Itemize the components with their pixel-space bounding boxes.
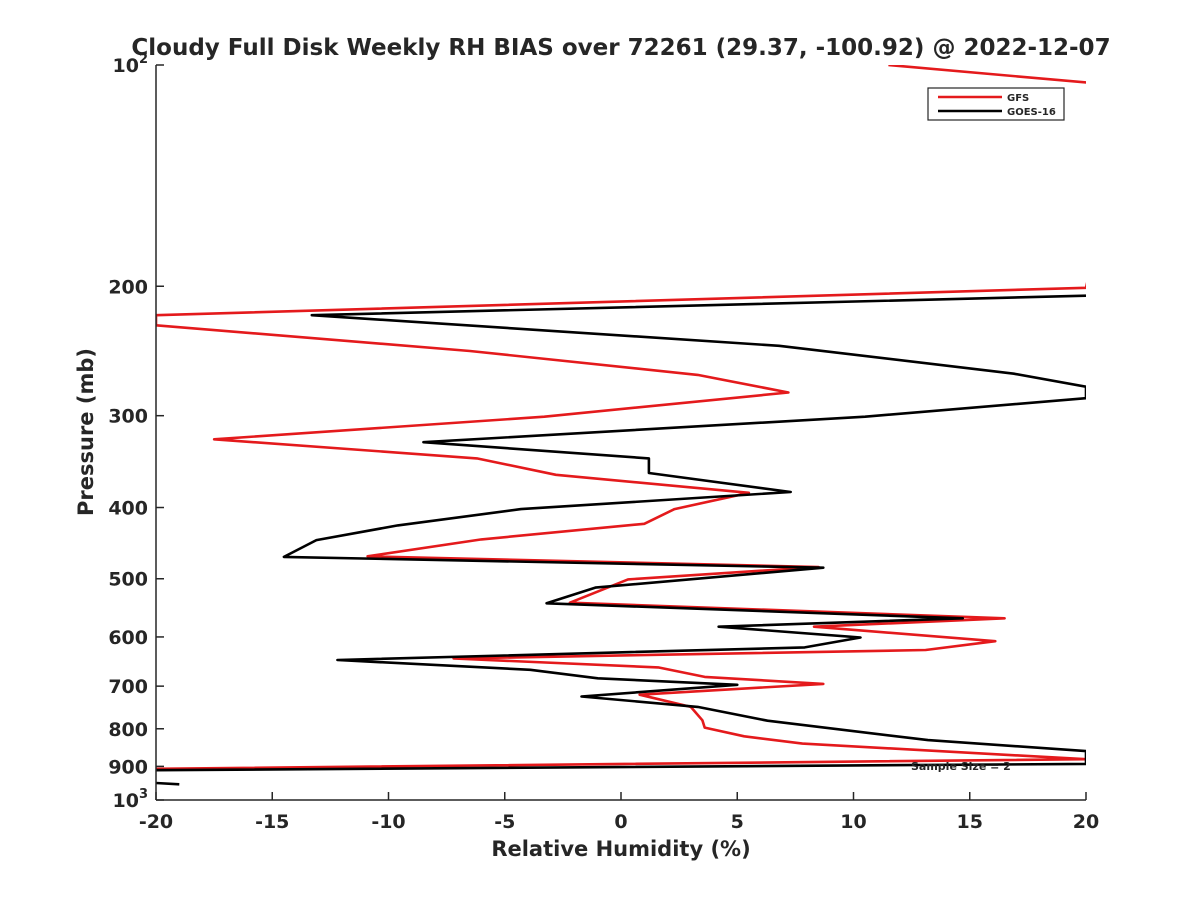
sample-size-annotation: Sample Size = 2 [911,760,1011,773]
y-axis-label: Pressure (mb) [74,348,98,516]
legend: GFS GOES-16 [927,87,1065,121]
y-tick-label: 103 [113,787,149,812]
legend-label-goes16: GOES-16 [1007,107,1056,118]
y-tick-label: 102 [113,52,149,77]
legend-box [927,87,1065,121]
x-tick-label: 15 [957,811,983,833]
x-tick-label: -20 [139,811,173,833]
y-axis-ticks: 102 200 300 400 500 600 700 800 900 103 [108,52,164,812]
x-tick-label: -15 [255,811,289,833]
x-tick-label: -5 [494,811,515,833]
x-tick-label: 5 [731,811,744,833]
y-tick-label: 300 [108,406,148,428]
y-tick-label: 700 [108,676,148,698]
chart-title: Cloudy Full Disk Weekly RH BIAS over 722… [131,35,1110,61]
x-axis-ticks: -20 -15 -10 -5 0 5 10 15 20 [139,792,1099,833]
x-axis-label: Relative Humidity (%) [491,837,750,861]
series-line-goes16 [156,294,1086,786]
x-tick-label: 20 [1073,811,1099,833]
y-tick-label: 800 [108,719,148,741]
legend-label-gfs: GFS [1007,93,1029,104]
y-tick-label: 500 [108,569,148,591]
series-group [156,65,1086,786]
x-tick-label: 10 [840,811,866,833]
y-tick-label: 200 [108,276,148,298]
y-tick-label: 600 [108,627,148,649]
y-tick-label: 400 [108,498,148,520]
series-line-gfs [156,65,1086,771]
y-tick-label: 900 [108,756,148,778]
x-tick-label: -10 [371,811,405,833]
x-tick-label: 0 [614,811,627,833]
